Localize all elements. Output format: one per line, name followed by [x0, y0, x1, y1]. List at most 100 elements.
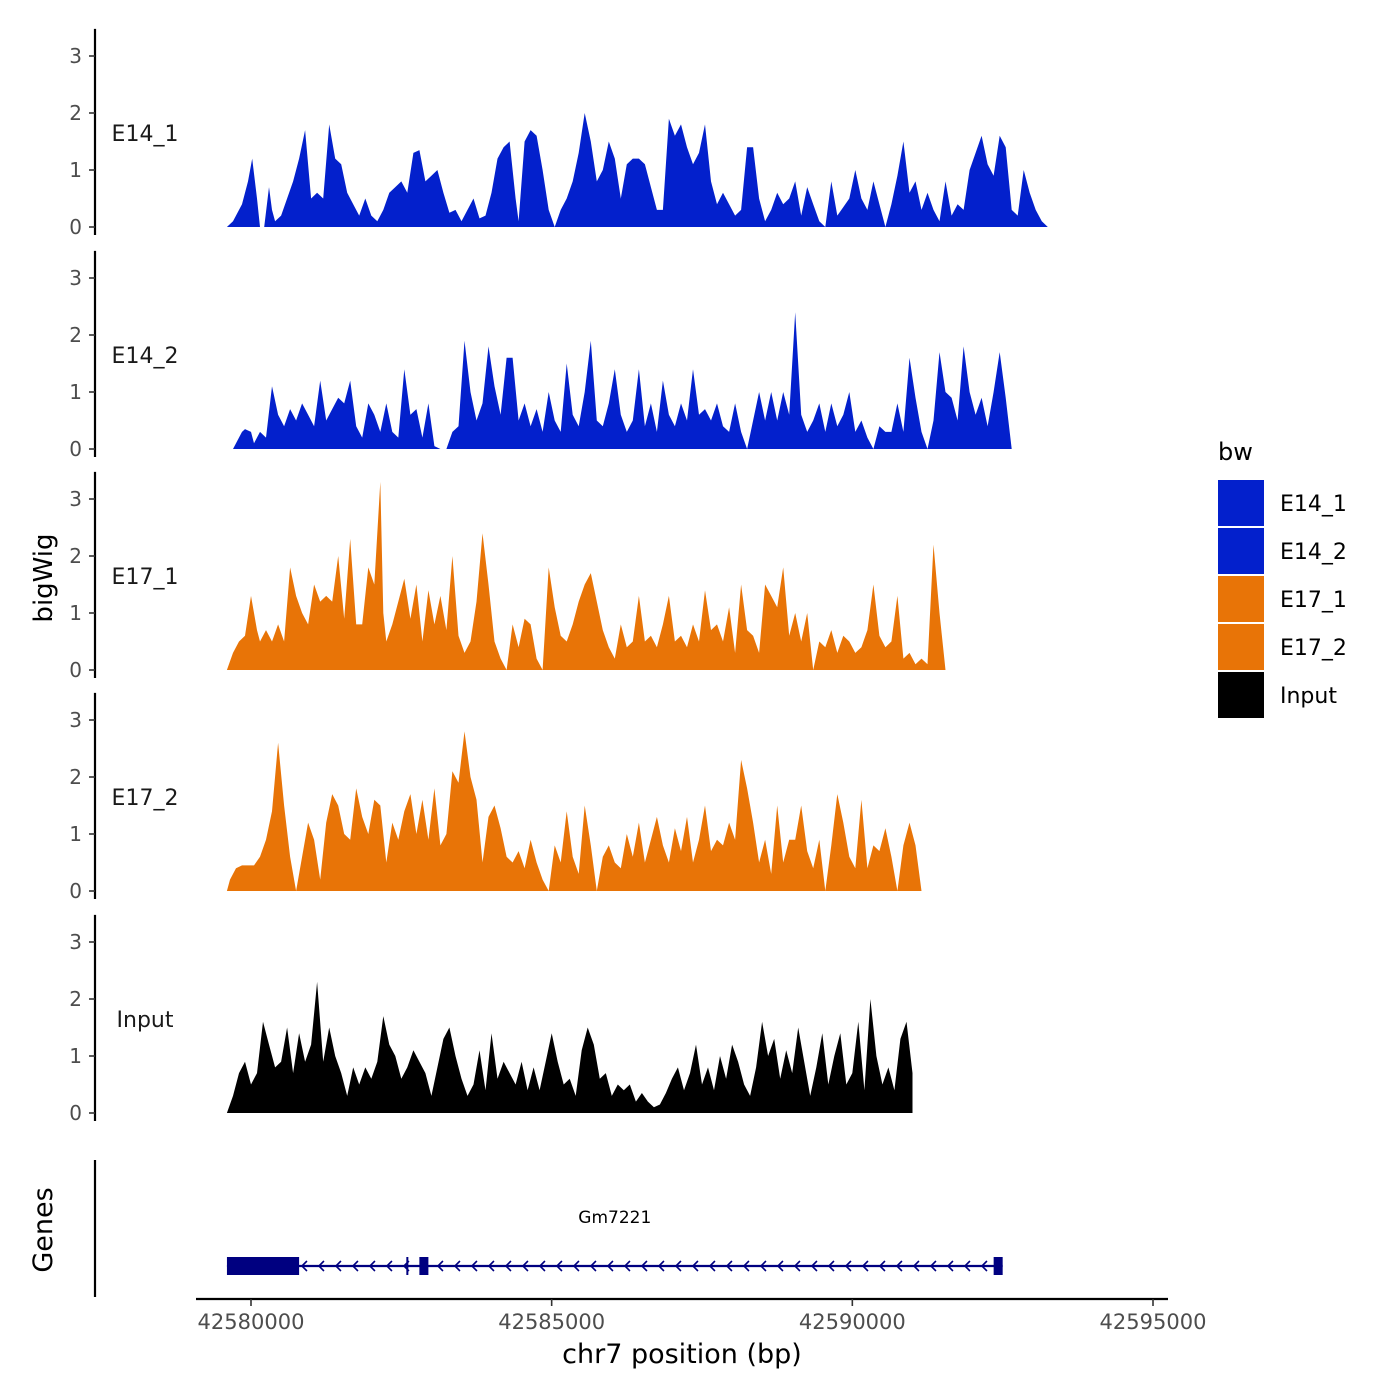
- strand-arrow: [878, 1260, 886, 1272]
- y-tick-label: 2: [69, 987, 82, 1011]
- strand-arrow: [538, 1260, 546, 1272]
- strand-arrow: [810, 1260, 818, 1272]
- strand-arrow: [504, 1260, 512, 1272]
- strand-arrow: [453, 1260, 461, 1272]
- track-input: 0 1 2 3 Input: [69, 914, 913, 1125]
- coverage-area: [226, 481, 946, 670]
- y-tick-label: 2: [69, 544, 82, 568]
- y-tick-label: 2: [69, 323, 82, 347]
- y-tick-label: 3: [69, 266, 82, 290]
- x-tick-label: 42585000: [498, 1310, 605, 1334]
- strand-arrow: [521, 1260, 529, 1272]
- strand-arrow: [470, 1260, 478, 1272]
- track-e17-1: 0 1 2 3 E17_1: [69, 471, 946, 682]
- y-tick-label: 2: [69, 101, 82, 125]
- legend-label-input: Input: [1280, 684, 1337, 709]
- y-tick-label: 1: [69, 601, 82, 625]
- strand-arrow: [725, 1260, 733, 1272]
- coverage-area: [226, 312, 1012, 449]
- y-tick-label: 3: [69, 708, 82, 732]
- legend-title: bw: [1218, 438, 1253, 466]
- coverage-area: [226, 113, 1048, 227]
- track-label: E17_1: [112, 565, 179, 590]
- x-axis: 42580000 42585000 42590000 42595000: [196, 1297, 1207, 1334]
- strand-arrow: [929, 1260, 937, 1272]
- coverage-area: [226, 731, 922, 891]
- gene-name-label: Gm7221: [578, 1208, 651, 1228]
- strand-arrow: [895, 1260, 903, 1272]
- y-tick-label: 3: [69, 487, 82, 511]
- strand-arrow: [844, 1260, 852, 1272]
- coverage-area: [226, 981, 913, 1113]
- strand-arrow: [606, 1260, 614, 1272]
- strand-arrow: [300, 1260, 308, 1272]
- strand-arrow: [946, 1260, 954, 1272]
- y-tick-label: 0: [69, 215, 82, 239]
- strand-arrow: [742, 1260, 750, 1272]
- y-tick-label: 0: [69, 437, 82, 461]
- track-e14-2: 0 1 2 3 E14_2: [69, 250, 1012, 461]
- legend-label-e17-2: E17_2: [1280, 636, 1347, 661]
- strand-arrow: [334, 1260, 342, 1272]
- strand-arrow: [793, 1260, 801, 1272]
- gene-exon: [226, 1257, 300, 1275]
- y-tick-label: 1: [69, 822, 82, 846]
- strand-arrow: [555, 1260, 563, 1272]
- gene-exon: [419, 1257, 429, 1275]
- y-tick-label: 3: [69, 930, 82, 954]
- track-label: E17_2: [112, 786, 179, 811]
- legend-key-e17-2: [1218, 624, 1264, 670]
- legend-label-e14-2: E14_2: [1280, 540, 1347, 565]
- x-axis-title: chr7 position (bp): [562, 1339, 802, 1370]
- strand-arrow: [436, 1260, 444, 1272]
- strand-arrow: [589, 1260, 597, 1272]
- strand-arrow: [351, 1260, 359, 1272]
- y-tick-label: 2: [69, 765, 82, 789]
- legend-key-input: [1218, 672, 1264, 718]
- legend-key-e17-1: [1218, 576, 1264, 622]
- strand-arrow: [861, 1260, 869, 1272]
- x-tick-label: 42595000: [1100, 1310, 1207, 1334]
- y-tick-label: 0: [69, 879, 82, 903]
- strand-arrow: [708, 1260, 716, 1272]
- strand-arrow: [657, 1260, 665, 1272]
- x-tick-label: 42580000: [198, 1310, 305, 1334]
- strand-arrow: [980, 1260, 988, 1272]
- y-axis-title: bigWig: [29, 533, 59, 622]
- y-tick-label: 1: [69, 1044, 82, 1068]
- y-tick-label: 1: [69, 158, 82, 182]
- strand-arrow: [623, 1260, 631, 1272]
- legend-key-e14-1: [1218, 480, 1264, 526]
- strand-arrow: [674, 1260, 682, 1272]
- tracks-group: 0 1 2 3 E14_1 0 1 2 3 E14_2 0 1 2 3 E17_1 0 1 2 3 E17_2 0 1 2 3…: [69, 28, 1048, 1125]
- y-tick-label: 3: [69, 44, 82, 68]
- track-e14-1: 0 1 2 3 E14_1: [69, 28, 1048, 239]
- legend-label-e17-1: E17_1: [1280, 588, 1347, 613]
- strand-arrow: [759, 1260, 767, 1272]
- y-tick-label: 1: [69, 380, 82, 404]
- track-label: Input: [117, 1008, 174, 1033]
- strand-arrow: [640, 1260, 648, 1272]
- track-label: E14_2: [112, 344, 179, 369]
- strand-arrow: [827, 1260, 835, 1272]
- strand-arrow: [487, 1260, 495, 1272]
- strand-arrow: [572, 1260, 580, 1272]
- legend-key-e14-2: [1218, 528, 1264, 574]
- y-tick-label: 0: [69, 1101, 82, 1125]
- genes-panel: Gm7221: [93, 1160, 1003, 1297]
- strand-arrow: [385, 1260, 393, 1272]
- legend-label-e14-1: E14_1: [1280, 492, 1347, 517]
- strand-arrow: [691, 1260, 699, 1272]
- gene-exon: [993, 1257, 1003, 1275]
- strand-arrow: [963, 1260, 971, 1272]
- gene-gm7221: Gm7221: [226, 1208, 1003, 1275]
- y-tick-label: 0: [69, 658, 82, 682]
- genes-axis-title: Genes: [28, 1187, 59, 1272]
- x-tick-label: 42590000: [799, 1310, 906, 1334]
- strand-arrow: [776, 1260, 784, 1272]
- strand-arrow: [912, 1260, 920, 1272]
- strand-arrow: [368, 1260, 376, 1272]
- track-label: E14_1: [112, 122, 179, 147]
- legend: bw E14_1 E14_2 E17_1 E17_2 Input: [1218, 438, 1347, 718]
